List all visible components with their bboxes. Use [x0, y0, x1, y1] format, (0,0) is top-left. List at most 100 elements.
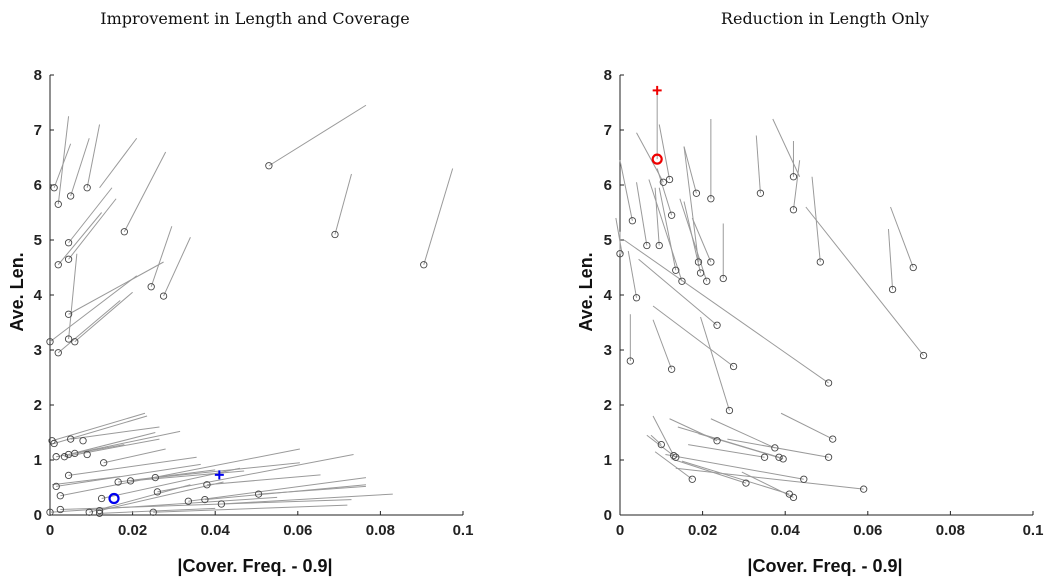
data-point: [54, 200, 62, 208]
trajectory-segment: [57, 116, 70, 205]
data-point: [909, 263, 917, 272]
data-point: [71, 338, 79, 346]
trajectory-segment: [99, 507, 216, 514]
data-point: [713, 437, 721, 445]
data-point: [659, 178, 668, 186]
highlight-circle-marker: [108, 492, 120, 505]
data-point: [201, 495, 209, 504]
data-point: [54, 261, 62, 269]
data-point: [742, 479, 750, 487]
trajectory-segment: [636, 182, 648, 246]
data-point: [420, 261, 428, 269]
trajectory-segment: [700, 316, 730, 411]
trajectory-segment: [70, 426, 160, 440]
data-point: [729, 362, 738, 371]
left-x-axis-label: |Cover. Freq. - 0.9|: [177, 556, 332, 576]
data-point: [95, 506, 104, 515]
y-tick-label: 6: [34, 177, 42, 194]
data-point: [149, 508, 157, 516]
y-tick-label: 8: [34, 67, 42, 84]
left-panel: Improvement in Length and Coverage |Cove…: [7, 9, 473, 576]
data-point: [626, 357, 634, 365]
data-point: [56, 505, 64, 514]
trajectory-segment: [755, 135, 761, 194]
data-point: [97, 494, 106, 503]
data-point: [694, 258, 703, 266]
data-point: [707, 195, 715, 203]
right-panel: Reduction in Length Only |Cover. Freq. -…: [576, 9, 1043, 576]
data-point: [655, 241, 663, 250]
x-tick-label: 0.04: [201, 522, 231, 539]
data-point: [79, 437, 87, 445]
trajectory-segment: [74, 291, 133, 343]
trajectory-segment: [60, 448, 300, 497]
data-point: [672, 266, 680, 274]
y-tick-label: 1: [34, 452, 42, 469]
data-point: [52, 453, 60, 461]
trajectory-segment: [163, 237, 191, 297]
trajectory-segment: [60, 499, 352, 510]
trajectory-segment: [57, 212, 103, 266]
trajectory-segment: [890, 206, 914, 268]
data-point: [829, 435, 837, 443]
data-point: [779, 455, 787, 463]
trajectory-segment: [68, 261, 164, 315]
data-point: [756, 189, 765, 197]
right-y-axis-label: Ave. Len.: [576, 252, 596, 331]
data-point: [672, 453, 680, 461]
trajectory-segment: [56, 444, 125, 458]
trajectory-segment: [654, 451, 693, 480]
data-point: [67, 192, 75, 200]
trajectory-segment: [334, 173, 352, 235]
data-point: [789, 493, 798, 502]
data-point: [888, 285, 897, 294]
trajectory-segment: [619, 160, 633, 221]
data-point: [95, 509, 104, 517]
trajectory-segment: [188, 477, 367, 502]
trajectory-segment: [49, 496, 278, 513]
data-point: [643, 241, 651, 250]
trajectory-segment: [805, 206, 924, 356]
data-point: [692, 189, 701, 197]
trajectory-segment: [691, 217, 712, 263]
y-tick-label: 2: [34, 397, 42, 414]
trajectory-segment: [654, 187, 660, 246]
trajectory-segment: [648, 179, 683, 282]
y-tick-label: 8: [604, 67, 612, 84]
trajectory-segment: [53, 415, 148, 444]
trajectory-segment: [130, 470, 245, 482]
trajectory-segment: [70, 138, 90, 197]
trajectory-segment: [683, 146, 697, 194]
data-point: [64, 471, 73, 480]
x-tick-label: 0.04: [771, 522, 801, 539]
trajectory-segment: [652, 415, 675, 456]
trajectory-segment: [206, 474, 321, 486]
trajectory-segment: [56, 463, 201, 487]
right-plot-area: 0 0.02 0.04 0.06 0.08 0.1 0 1 2 3 4 5 6 7 8: [604, 67, 1044, 539]
data-point: [760, 453, 769, 461]
trajectory-segment: [64, 438, 160, 458]
data-point: [688, 475, 696, 483]
data-point: [824, 453, 833, 461]
data-point: [919, 351, 928, 360]
trajectory-segment: [123, 151, 167, 232]
data-point: [789, 173, 798, 181]
left-chart-title: Improvement in Length and Coverage: [100, 9, 409, 28]
trajectory-segment: [652, 319, 673, 370]
x-tick-label: 0.08: [366, 522, 395, 539]
data-point: [707, 258, 715, 266]
y-tick-label: 0: [34, 507, 42, 524]
trajectory-segment: [86, 124, 101, 188]
data-point: [46, 508, 54, 516]
trajectory-segment: [221, 493, 393, 505]
data-point: [725, 406, 734, 415]
data-point: [60, 453, 69, 461]
trajectory-segment: [68, 456, 197, 476]
data-point: [265, 162, 273, 170]
y-tick-label: 3: [34, 342, 42, 359]
data-point: [50, 184, 58, 192]
x-tick-label: 0.06: [853, 522, 882, 539]
trajectory-segment: [656, 168, 673, 216]
trajectory-segment: [52, 476, 121, 486]
